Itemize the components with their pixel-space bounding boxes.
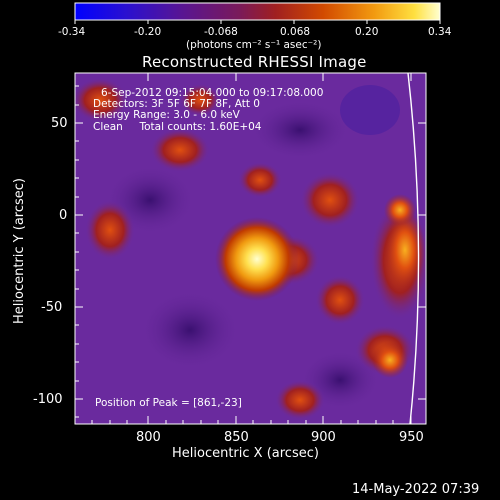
xtick-950: 950 [399, 430, 424, 445]
rhessi-image [75, 73, 426, 424]
x-axis-label: Heliocentric X (arcsec) [172, 446, 319, 461]
colorbar [74, 2, 441, 21]
solar-limb [407, 72, 420, 425]
xtick-900: 900 [311, 430, 336, 445]
ytick-50: 50 [51, 116, 68, 131]
colorbar-tick-2: -0.068 [204, 26, 238, 38]
plot-title: Reconstructed RHESSI Image [142, 53, 367, 71]
colorbar-tick-3: 0.068 [280, 26, 311, 38]
plot-frame [74, 72, 427, 425]
flare-source [215, 217, 299, 301]
ytick-minus100: -100 [33, 392, 63, 407]
time-range: 6-Sep-2012 09:15:04.000 to 09:17:08.000 [101, 87, 324, 99]
colorbar-ticks [74, 20, 441, 24]
method-counts: Clean Total counts: 1.60E+04 [93, 120, 262, 133]
energy-range: Energy Range: 3.0 - 6.0 keV [93, 109, 240, 122]
xtick-800: 800 [136, 430, 161, 445]
info-block: 6-Sep-2012 09:15:04.000 to 09:17:08.000 … [93, 87, 324, 133]
colorbar-tick-1: -0.20 [134, 26, 162, 38]
ytick-minus50: -50 [41, 300, 63, 315]
detectors: Detectors: 3F 5F 6F 7F 8F, Att 0 [93, 98, 260, 111]
footer-timestamp: 14-May-2022 07:39 [352, 482, 480, 497]
ytick-0: 0 [59, 208, 68, 223]
colorbar-tick-4: 0.20 [355, 26, 379, 38]
colorbar-units: (photons cm⁻² s⁻¹ asec⁻²) [186, 39, 322, 51]
colorbar-tick-0: -0.34 [58, 26, 86, 38]
peak-position: Position of Peak = [861,-23] [95, 397, 242, 409]
xtick-850: 850 [224, 430, 249, 445]
axis-ticks [75, 73, 426, 424]
colorbar-tick-5: 0.34 [428, 26, 452, 38]
y-axis-label: Heliocentric Y (arcsec) [12, 178, 27, 324]
